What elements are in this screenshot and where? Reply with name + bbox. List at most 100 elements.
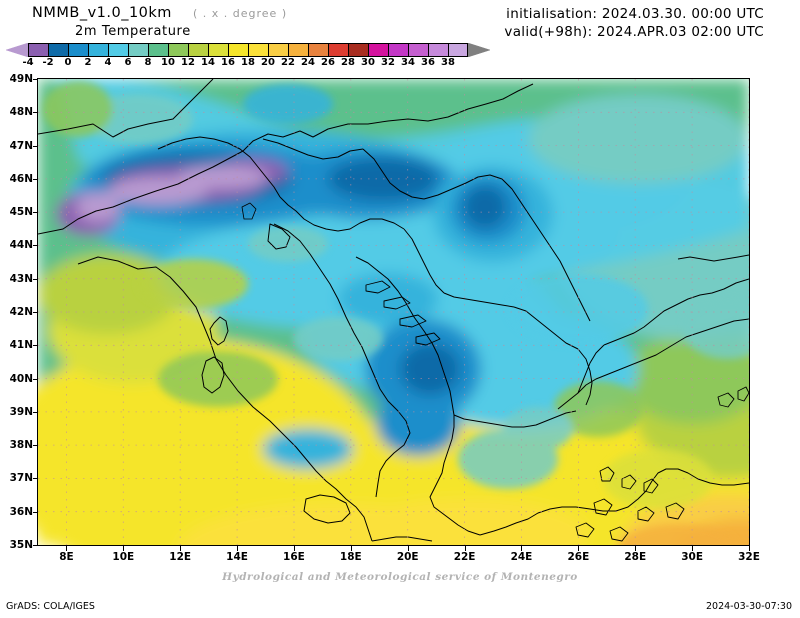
lon-label-32E: 32E <box>738 551 760 563</box>
lat-tick-37N <box>33 478 39 480</box>
lat-label-47N: 47N <box>9 139 33 152</box>
colorbar-cell-7 <box>168 43 188 57</box>
lat-label-40N: 40N <box>9 372 33 385</box>
temperature-field-plot <box>38 79 749 545</box>
colorbar-cell-19 <box>408 43 428 57</box>
lon-tick-22E <box>464 546 466 551</box>
lat-tick-36N <box>33 511 39 513</box>
lat-tick-38N <box>33 445 39 447</box>
lon-tick-10E <box>123 546 125 551</box>
colorbar-cell-10 <box>228 43 248 57</box>
lon-label-16E: 16E <box>283 551 305 563</box>
lon-label-30E: 30E <box>681 551 704 563</box>
lon-tick-18E <box>350 546 352 551</box>
initialisation-time: initialisation: 2024.03.30. 00:00 UTC <box>506 6 764 22</box>
colorbar-tick-28: 28 <box>341 57 355 68</box>
lon-tick-26E <box>578 546 580 551</box>
colorbar-under-arrow-icon <box>6 43 28 57</box>
lat-tick-42N <box>33 312 39 313</box>
lon-tick-8E <box>66 546 68 551</box>
lat-label-49N: 49N <box>9 73 33 85</box>
latitude-axis: 35N 36N 37N 38N 39N 40N 41N 42N 43N 44N 45N 46N 47N 4… <box>0 73 39 551</box>
colorbar-cell-20 <box>428 43 448 57</box>
colorbar-tick-24: 24 <box>301 57 315 68</box>
colorbar-cell-0 <box>28 43 48 57</box>
coastline-and-border-overlay <box>38 79 749 542</box>
lat-tick-41N <box>33 345 39 347</box>
lat-tick-47N <box>33 145 39 147</box>
lon-tick-24E <box>521 546 523 551</box>
colorbar-tick-8: 8 <box>144 57 152 68</box>
colorbar-cell-15 <box>328 43 348 57</box>
colorbar-tick-labels: -4 -2 0 2 4 6 8 10 12 14 16 18 20 22 24 26 28 30 32 34 36 38 <box>22 57 468 70</box>
lon-label-10E: 10E <box>112 551 135 563</box>
colorbar-tick-10: 10 <box>161 57 175 68</box>
lon-label-12E: 12E <box>169 551 192 563</box>
colorbar-cell-13 <box>288 43 308 57</box>
colorbar-cell-21 <box>448 43 468 57</box>
lon-label-18E: 18E <box>339 551 362 563</box>
title-units-note: ( . x . degree ) <box>193 7 288 20</box>
map-grid <box>38 79 749 545</box>
lon-label-8E: 8E <box>59 551 74 563</box>
colorbar-tick-32: 32 <box>381 57 395 68</box>
colorbar-tick-38: 38 <box>441 57 455 68</box>
colorbar-cell-17 <box>368 43 388 57</box>
colorbar-swatches <box>28 43 468 57</box>
lat-label-38N: 38N <box>9 439 33 452</box>
lat-label-41N: 41N <box>9 339 33 352</box>
lon-label-14E: 14E <box>226 551 248 563</box>
lat-tick-35N <box>33 545 39 546</box>
service-credit: Hydrological and Meteorological service … <box>222 571 578 583</box>
lat-label-44N: 44N <box>9 239 33 252</box>
lon-label-20E: 20E <box>396 551 419 563</box>
lat-label-42N: 42N <box>9 306 33 318</box>
grads-credit: GrADS: COLA/IGES <box>6 601 95 612</box>
colorbar-cell-8 <box>188 43 208 57</box>
render-timestamp: 2024-03-30-07:30 <box>705 601 792 612</box>
longitude-axis: 8E 10E 12E 14E 16E 18E 20E 22E 24E 26E 28E 30E 32E <box>37 546 760 564</box>
lon-tick-16E <box>293 546 295 551</box>
lon-label-26E: 26E <box>567 551 590 563</box>
colorbar-cell-14 <box>308 43 328 57</box>
valid-time: valid(+98h): 2024.APR.03 02:00 UTC <box>504 24 764 40</box>
lon-label-24E: 24E <box>510 551 533 563</box>
colorbar-tick-26: 26 <box>321 57 335 68</box>
lat-label-39N: 39N <box>9 405 33 418</box>
colorbar-cell-9 <box>208 43 228 57</box>
colorbar-tick-22: 22 <box>281 57 295 68</box>
colorbar-tick-20: 20 <box>261 57 275 68</box>
lat-label-35N: 35N <box>9 539 33 551</box>
lat-tick-46N <box>33 178 39 180</box>
weather-map <box>37 78 750 546</box>
temperature-shading-layer <box>38 79 749 545</box>
lat-tick-43N <box>33 278 39 280</box>
colorbar-cell-6 <box>148 43 168 57</box>
lat-label-46N: 46N <box>9 172 33 185</box>
colorbar-tick-neg2: -2 <box>42 57 54 68</box>
colorbar-cell-11 <box>248 43 268 57</box>
lat-label-36N: 36N <box>9 505 33 518</box>
colorbar-tick-neg4: -4 <box>22 57 34 68</box>
colorbar-cell-18 <box>388 43 408 57</box>
colorbar-cell-1 <box>48 43 68 57</box>
lon-tick-32E <box>749 546 750 551</box>
colorbar-tick-34: 34 <box>401 57 415 68</box>
colorbar-tick-0: 0 <box>64 57 72 68</box>
colorbar-tick-16: 16 <box>221 57 235 68</box>
lon-tick-30E <box>692 546 694 551</box>
lat-label-43N: 43N <box>9 272 33 285</box>
colorbar-over-arrow-icon <box>468 43 490 57</box>
lon-tick-28E <box>635 546 637 551</box>
colorbar-tick-4: 4 <box>104 57 112 68</box>
lat-tick-44N <box>33 245 39 247</box>
colorbar-tick-30: 30 <box>361 57 375 68</box>
field-title: 2m Temperature <box>75 24 191 39</box>
lon-tick-14E <box>237 546 239 551</box>
lat-label-37N: 37N <box>9 472 33 485</box>
colorbar-cell-12 <box>268 43 288 57</box>
colorbar-cell-5 <box>128 43 148 57</box>
lat-tick-40N <box>33 378 39 380</box>
lon-tick-20E <box>407 546 409 551</box>
page-title: NMMB_v1.0_10km <box>32 5 172 21</box>
